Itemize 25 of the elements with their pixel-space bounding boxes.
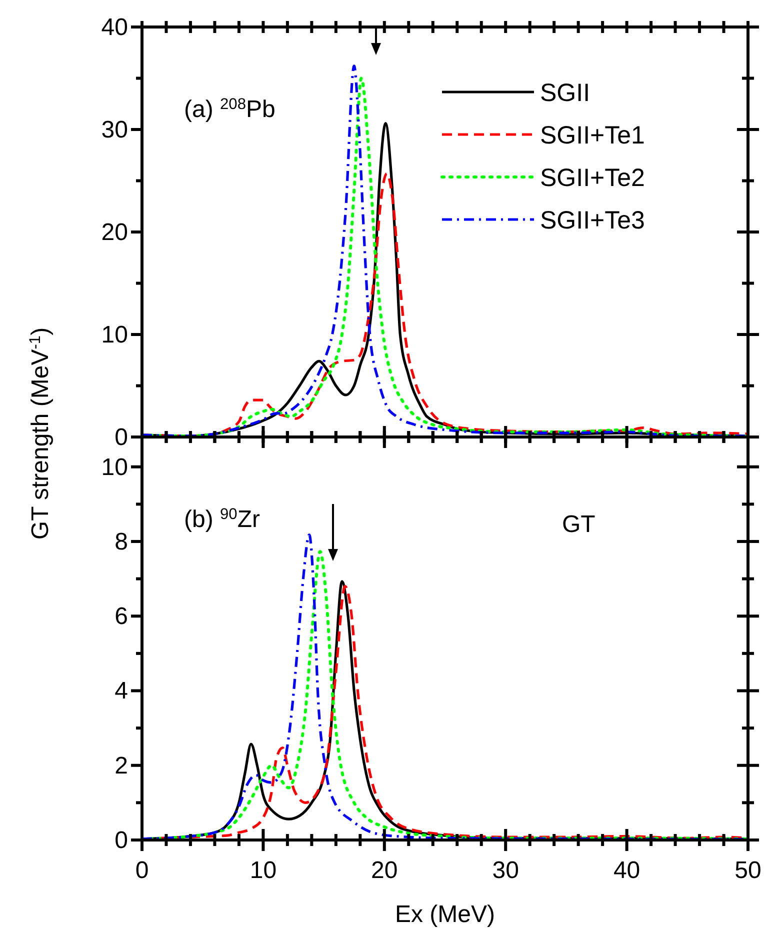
y-tick-label: 6 (114, 603, 128, 630)
legend-label: SGII+Te1 (540, 122, 645, 150)
legend-label: SGII+Te3 (540, 206, 645, 234)
x-axis-title: Ex (MeV) (394, 901, 496, 928)
y-tick-label: 2 (114, 752, 128, 780)
legend-label: SGII (540, 79, 590, 107)
x-tick-label: 0 (135, 857, 149, 884)
annotation: (a) $^{208}$Pb (184, 96, 276, 123)
y-tick-label: 4 (114, 678, 128, 705)
y-tick-label: 10 (101, 322, 128, 348)
y-tick-label: 8 (114, 528, 128, 556)
y-tick-label: 0 (114, 424, 128, 451)
x-tick-label: 40 (613, 857, 640, 884)
x-tick-label: 50 (734, 857, 762, 884)
y-tick-label: 20 (101, 219, 128, 246)
x-tick-label: 10 (250, 857, 277, 884)
y-tick-label: 10 (101, 454, 128, 481)
annotation: (b) $^{90}$Zr (184, 506, 260, 533)
y-tick-label: 40 (101, 14, 128, 41)
annotation: GT (562, 511, 596, 538)
legend-label: SGII+Te2 (540, 164, 645, 192)
x-tick-label: 20 (371, 857, 398, 884)
y-tick-label: 30 (101, 116, 128, 144)
x-tick-label: 30 (492, 857, 519, 884)
y-tick-label: 0 (114, 827, 128, 854)
